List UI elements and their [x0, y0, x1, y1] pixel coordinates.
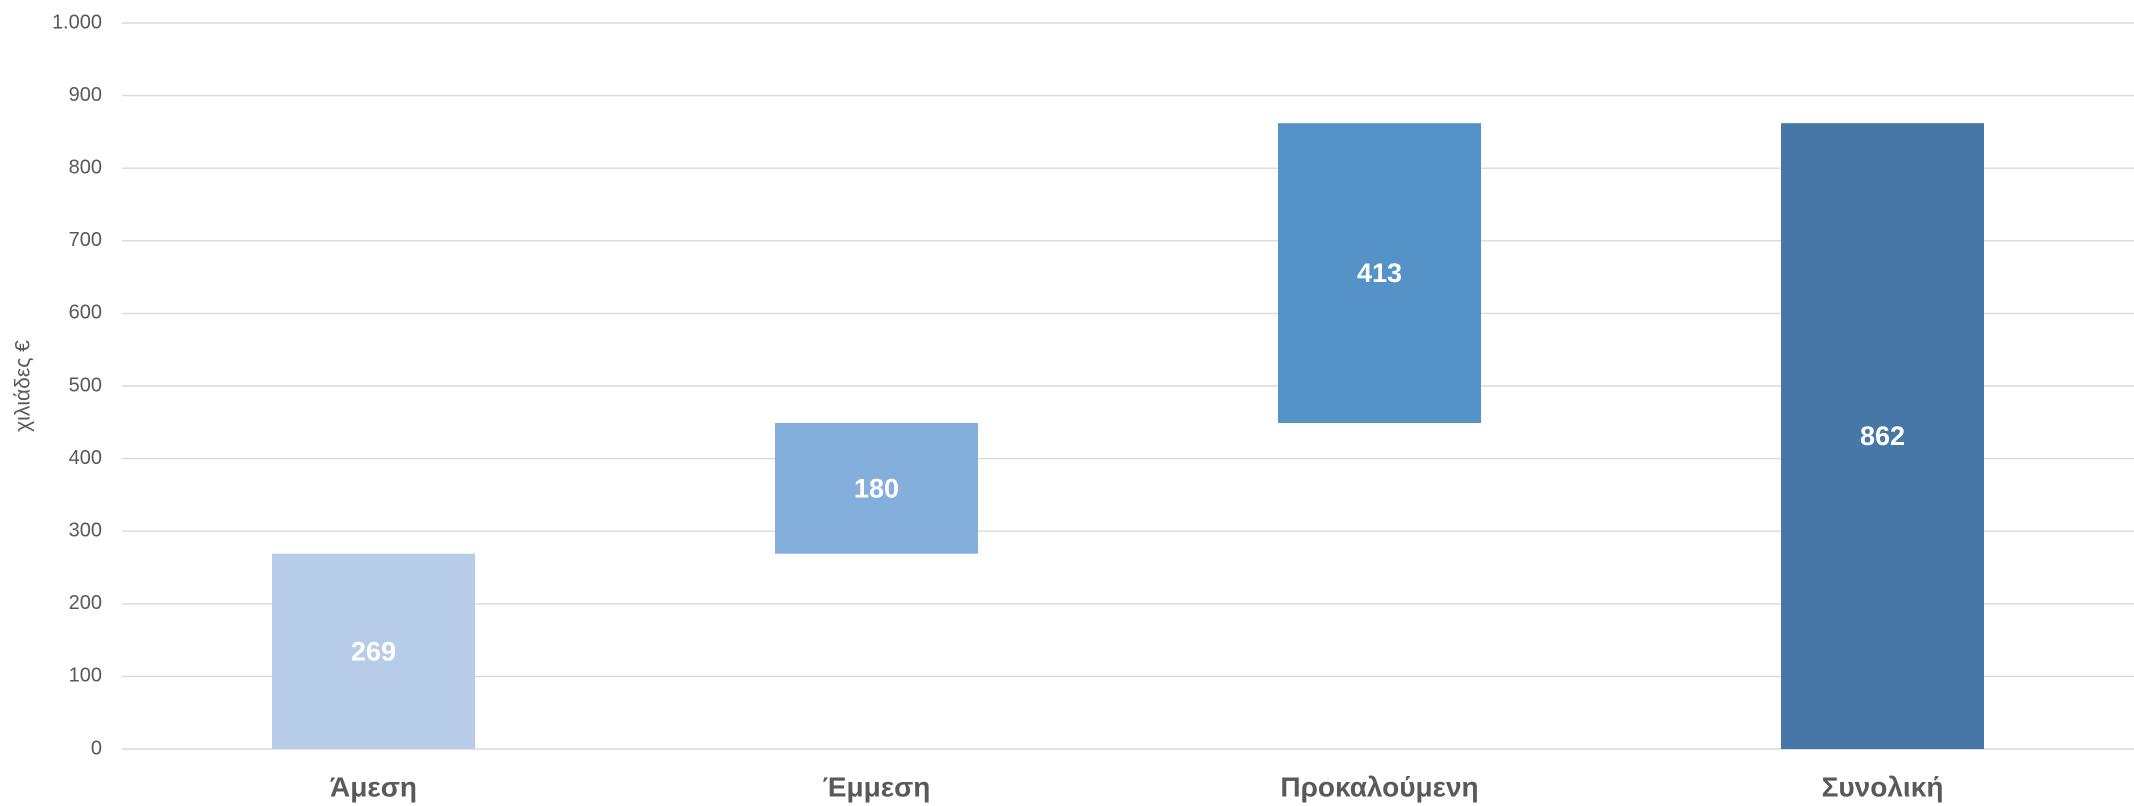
- data-label: 413: [1357, 258, 1402, 288]
- bar: [1278, 123, 1481, 424]
- y-tick-label: 400: [69, 447, 102, 469]
- bar: [272, 553, 475, 749]
- data-label: 862: [1860, 421, 1905, 451]
- y-tick-label: 800: [69, 156, 102, 178]
- y-tick-label: 1.000: [52, 11, 102, 33]
- bar: [1781, 123, 1984, 750]
- y-tick-label: 600: [69, 302, 102, 324]
- y-tick-label: 100: [69, 665, 102, 687]
- y-tick-label: 700: [69, 229, 102, 251]
- x-tick-label: Άμεση: [330, 771, 417, 802]
- x-tick-label: Προκαλούμενη: [1280, 771, 1478, 802]
- data-label: 180: [854, 473, 899, 503]
- y-tick-label: 200: [69, 592, 102, 614]
- bar: [775, 423, 978, 554]
- y-tick-label: 0: [91, 737, 102, 759]
- y-axis-label: χιλιάδες €: [12, 340, 35, 432]
- y-tick-label: 500: [69, 374, 102, 396]
- data-label: 269: [351, 636, 396, 666]
- x-tick-label: Συνολική: [1822, 771, 1944, 802]
- y-tick-label: 900: [69, 84, 102, 106]
- y-tick-label: 300: [69, 519, 102, 541]
- x-tick-label: Έμμεση: [823, 771, 931, 802]
